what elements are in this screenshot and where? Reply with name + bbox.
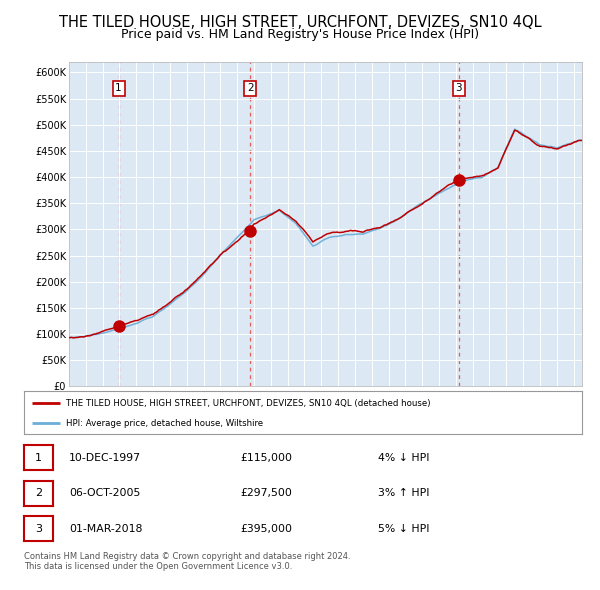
Text: £297,500: £297,500 — [240, 489, 292, 498]
Text: 3: 3 — [35, 524, 42, 533]
Text: 3: 3 — [455, 83, 462, 93]
Text: £115,000: £115,000 — [240, 453, 292, 463]
Text: 4% ↓ HPI: 4% ↓ HPI — [378, 453, 430, 463]
Text: 3% ↑ HPI: 3% ↑ HPI — [378, 489, 430, 498]
Text: £395,000: £395,000 — [240, 524, 292, 533]
Text: Price paid vs. HM Land Registry's House Price Index (HPI): Price paid vs. HM Land Registry's House … — [121, 28, 479, 41]
Text: 1: 1 — [115, 83, 122, 93]
Text: Contains HM Land Registry data © Crown copyright and database right 2024.
This d: Contains HM Land Registry data © Crown c… — [24, 552, 350, 571]
Text: 01-MAR-2018: 01-MAR-2018 — [69, 524, 142, 533]
Text: 1: 1 — [35, 453, 42, 463]
Text: 06-OCT-2005: 06-OCT-2005 — [69, 489, 140, 498]
Text: 5% ↓ HPI: 5% ↓ HPI — [378, 524, 430, 533]
Text: 2: 2 — [247, 83, 253, 93]
Text: HPI: Average price, detached house, Wiltshire: HPI: Average price, detached house, Wilt… — [66, 418, 263, 428]
Text: 10-DEC-1997: 10-DEC-1997 — [69, 453, 141, 463]
Text: THE TILED HOUSE, HIGH STREET, URCHFONT, DEVIZES, SN10 4QL (detached house): THE TILED HOUSE, HIGH STREET, URCHFONT, … — [66, 399, 430, 408]
Text: THE TILED HOUSE, HIGH STREET, URCHFONT, DEVIZES, SN10 4QL: THE TILED HOUSE, HIGH STREET, URCHFONT, … — [59, 15, 541, 30]
Text: 2: 2 — [35, 489, 42, 498]
